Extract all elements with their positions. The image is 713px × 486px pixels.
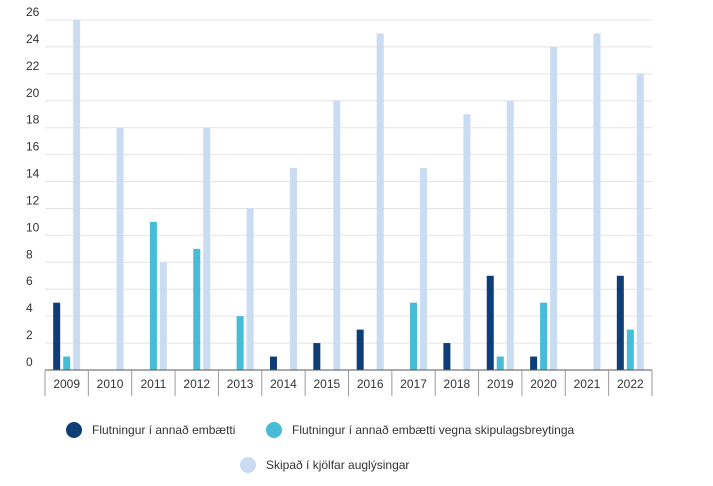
bars bbox=[53, 20, 644, 371]
y-tick-label: 8 bbox=[26, 247, 33, 261]
bar-2009-series-2 bbox=[63, 356, 71, 370]
x-axis bbox=[44, 369, 653, 396]
bar-2022-series-2 bbox=[626, 329, 634, 370]
bar-2010-series-3 bbox=[116, 127, 124, 370]
bar-2013-series-3 bbox=[246, 208, 254, 370]
x-tick-label: 2020 bbox=[530, 377, 557, 391]
y-tick-label: 12 bbox=[26, 193, 40, 207]
bar-2017-series-2 bbox=[410, 302, 418, 370]
x-tick-label: 2015 bbox=[313, 377, 340, 391]
x-tick-label: 2018 bbox=[444, 377, 471, 391]
y-tick-label: 4 bbox=[26, 301, 33, 315]
bar-2015-series-1 bbox=[313, 343, 321, 370]
bar-2017-series-3 bbox=[420, 168, 428, 370]
gridlines bbox=[45, 19, 652, 344]
bar-2016-series-3 bbox=[376, 33, 384, 370]
bar-2016-series-1 bbox=[356, 329, 364, 370]
x-axis-ticks: 2009 2010 2011 2012 2013 2014 2015 2016 2017 2018… bbox=[53, 377, 644, 391]
bar-2019-series-2 bbox=[496, 356, 504, 370]
y-tick-label: 6 bbox=[26, 274, 33, 288]
x-tick-label: 2010 bbox=[97, 377, 124, 391]
bar-2015-series-3 bbox=[333, 100, 341, 371]
x-tick-label: 2019 bbox=[487, 377, 514, 391]
bar-2011-series-3 bbox=[159, 262, 167, 370]
x-tick-label: 2017 bbox=[400, 377, 427, 391]
y-tick-label: 24 bbox=[26, 32, 40, 46]
bar-2021-series-3 bbox=[593, 33, 601, 370]
y-tick-label: 16 bbox=[26, 140, 40, 154]
x-tick-label: 2012 bbox=[183, 377, 210, 391]
x-tick-label: 2014 bbox=[270, 377, 297, 391]
bar-2018-series-3 bbox=[463, 114, 471, 370]
bar-2019-series-3 bbox=[506, 100, 514, 371]
bar-2022-series-1 bbox=[616, 275, 624, 370]
y-tick-label: 20 bbox=[26, 86, 40, 100]
y-tick-label: 14 bbox=[26, 167, 40, 181]
bar-2009-series-3 bbox=[73, 20, 81, 370]
y-tick-label: 26 bbox=[26, 5, 40, 19]
y-tick-label: 2 bbox=[26, 328, 33, 342]
x-tick-label: 2022 bbox=[617, 377, 644, 391]
bar-2020-series-1 bbox=[530, 356, 538, 370]
y-tick-label: 22 bbox=[26, 59, 40, 73]
x-tick-label: 2021 bbox=[574, 377, 601, 391]
bar-2009-series-1 bbox=[53, 302, 61, 370]
bar-2011-series-2 bbox=[149, 221, 157, 370]
bar-2020-series-3 bbox=[550, 46, 558, 371]
x-tick-label: 2009 bbox=[53, 377, 80, 391]
y-tick-label: 0 bbox=[26, 355, 33, 369]
y-tick-label: 18 bbox=[26, 113, 40, 127]
bar-2014-series-3 bbox=[289, 168, 297, 370]
bar-2020-series-2 bbox=[540, 302, 548, 370]
x-tick-label: 2016 bbox=[357, 377, 384, 391]
x-tick-label: 2013 bbox=[227, 377, 254, 391]
bar-2019-series-1 bbox=[486, 275, 494, 370]
bar-2018-series-1 bbox=[443, 343, 451, 370]
bar-2012-series-2 bbox=[193, 248, 201, 370]
bar-2014-series-1 bbox=[269, 356, 277, 370]
y-tick-label: 10 bbox=[26, 220, 40, 234]
bar-2012-series-3 bbox=[203, 127, 211, 370]
bar-2013-series-2 bbox=[236, 316, 244, 370]
bar-2022-series-3 bbox=[636, 73, 644, 370]
x-tick-label: 2011 bbox=[140, 377, 166, 391]
